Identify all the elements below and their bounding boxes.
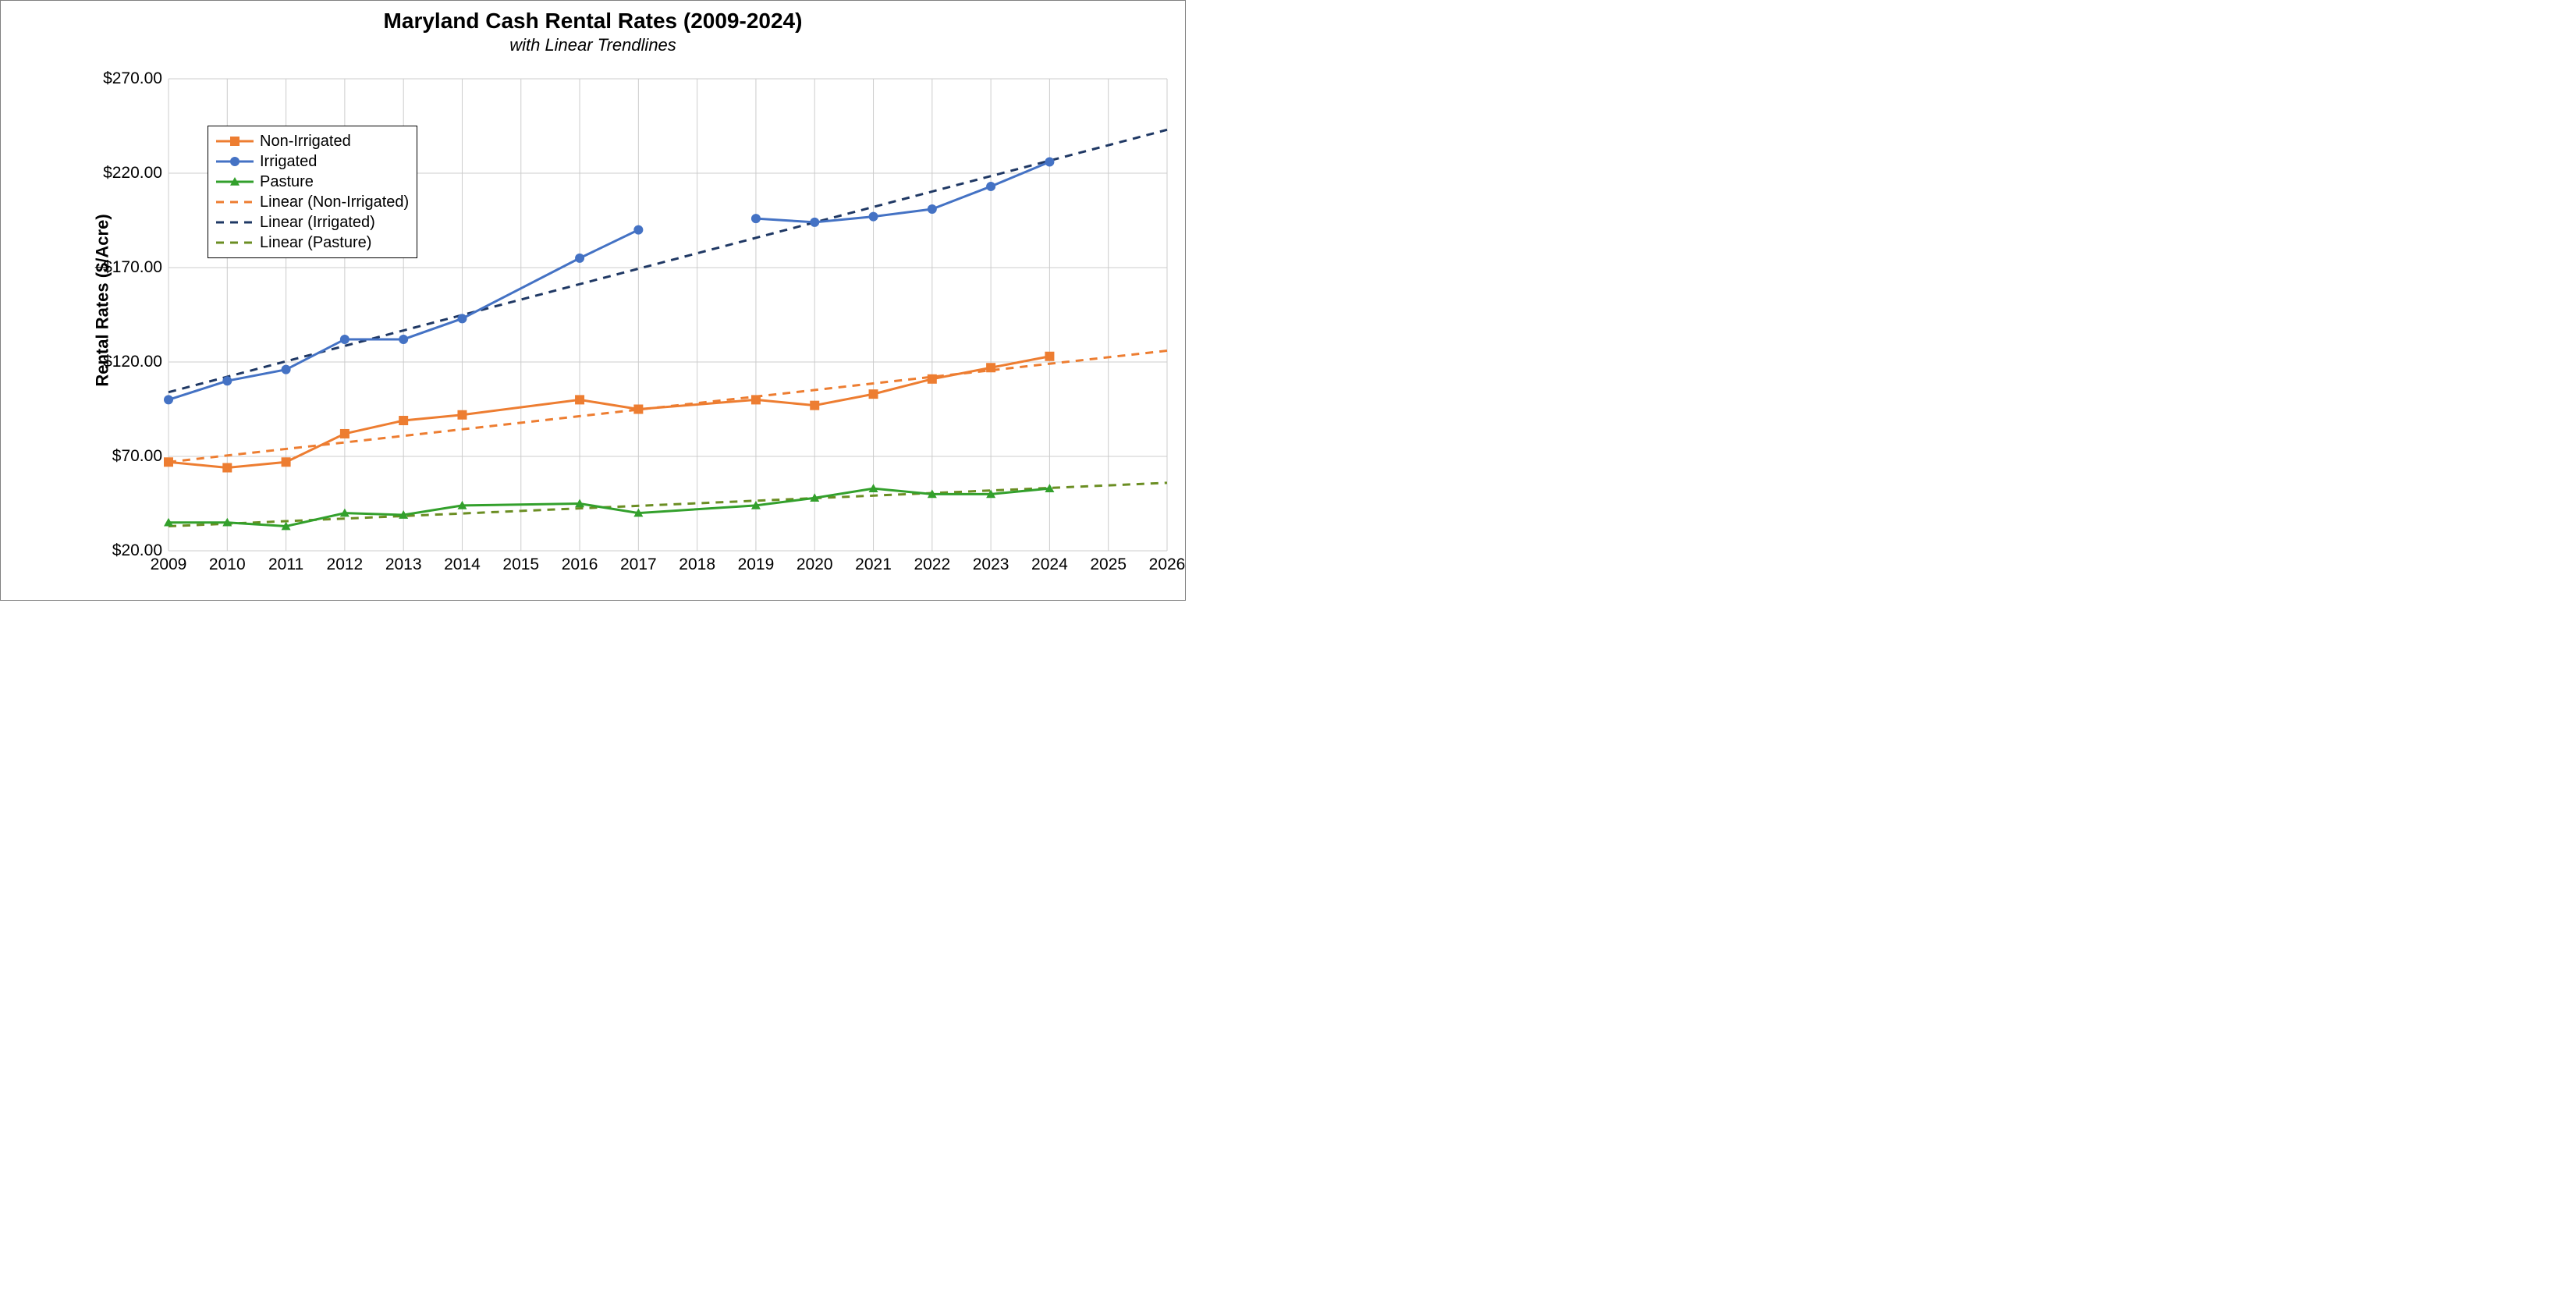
legend-item: Linear (Pasture) [216,232,409,253]
marker-circle [399,335,408,344]
marker-square [633,405,643,414]
marker-square [869,389,878,399]
marker-circle [751,214,761,223]
y-tick-label: $220.00 [103,164,169,183]
x-tick-label: 2012 [327,551,364,574]
y-tick-label: $70.00 [112,447,169,466]
series-line-irrigated [756,161,1049,222]
legend-label: Pasture [260,173,314,191]
marker-square [399,416,408,425]
x-tick-label: 2023 [973,551,1009,574]
marker-square [810,401,819,410]
marker-circle [928,204,937,214]
marker-circle [340,335,349,344]
x-tick-label: 2022 [914,551,950,574]
legend-item: Linear (Non-Irrigated) [216,192,409,212]
legend-swatch [216,235,254,250]
marker-circle [457,314,467,323]
x-tick-label: 2018 [679,551,715,574]
x-tick-label: 2020 [797,551,833,574]
marker-circle [230,157,240,166]
legend-label: Linear (Pasture) [260,234,371,252]
legend-label: Non-Irrigated [260,133,351,151]
legend-label: Linear (Non-Irrigated) [260,193,409,211]
x-tick-label: 2011 [268,551,303,574]
marker-square [575,395,584,404]
legend-item: Pasture [216,172,409,192]
series-line-non_irrigated [169,357,1049,468]
marker-circle [633,225,643,235]
legend-swatch [216,133,254,149]
marker-circle [222,376,232,385]
legend-label: Irrigated [260,153,317,171]
legend-item: Non-Irrigated [216,131,409,151]
x-tick-label: 2019 [738,551,775,574]
x-tick-label: 2017 [620,551,657,574]
marker-circle [282,365,291,374]
x-tick-label: 2025 [1090,551,1127,574]
marker-circle [164,395,173,404]
x-tick-label: 2010 [209,551,246,574]
legend-swatch [216,154,254,169]
marker-square [1045,352,1054,361]
marker-circle [1045,157,1054,166]
legend-swatch [216,215,254,230]
chart-title: Maryland Cash Rental Rates (2009-2024) [1,9,1185,34]
marker-circle [869,212,878,222]
legend-swatch [216,174,254,190]
x-tick-label: 2014 [444,551,481,574]
x-tick-label: 2015 [502,551,539,574]
chart-subtitle: with Linear Trendlines [1,35,1185,55]
marker-circle [810,218,819,227]
legend-swatch [216,194,254,210]
y-tick-label: $270.00 [103,69,169,88]
x-tick-label: 2026 [1149,551,1186,574]
marker-square [928,374,937,384]
legend-label: Linear (Irrigated) [260,214,375,232]
x-tick-label: 2016 [562,551,598,574]
legend-item: Linear (Irrigated) [216,212,409,232]
legend-item: Irrigated [216,151,409,172]
marker-square [340,429,349,438]
x-tick-label: 2024 [1031,551,1068,574]
marker-square [222,463,232,473]
marker-square [986,363,995,372]
marker-square [751,395,761,404]
chart-container: Maryland Cash Rental Rates (2009-2024) w… [0,0,1186,601]
y-tick-label: $170.00 [103,258,169,277]
marker-circle [575,254,584,263]
x-tick-label: 2021 [855,551,892,574]
legend: Non-Irrigated Irrigated Pasture Linear (Non… [208,126,417,258]
marker-circle [986,182,995,191]
plot-area: $20.00$70.00$120.00$170.00$220.00$270.00… [169,79,1167,551]
marker-square [282,457,291,467]
marker-square [457,410,467,420]
y-tick-label: $120.00 [103,353,169,371]
marker-square [230,137,240,146]
x-tick-label: 2013 [385,551,422,574]
x-tick-label: 2009 [151,551,187,574]
